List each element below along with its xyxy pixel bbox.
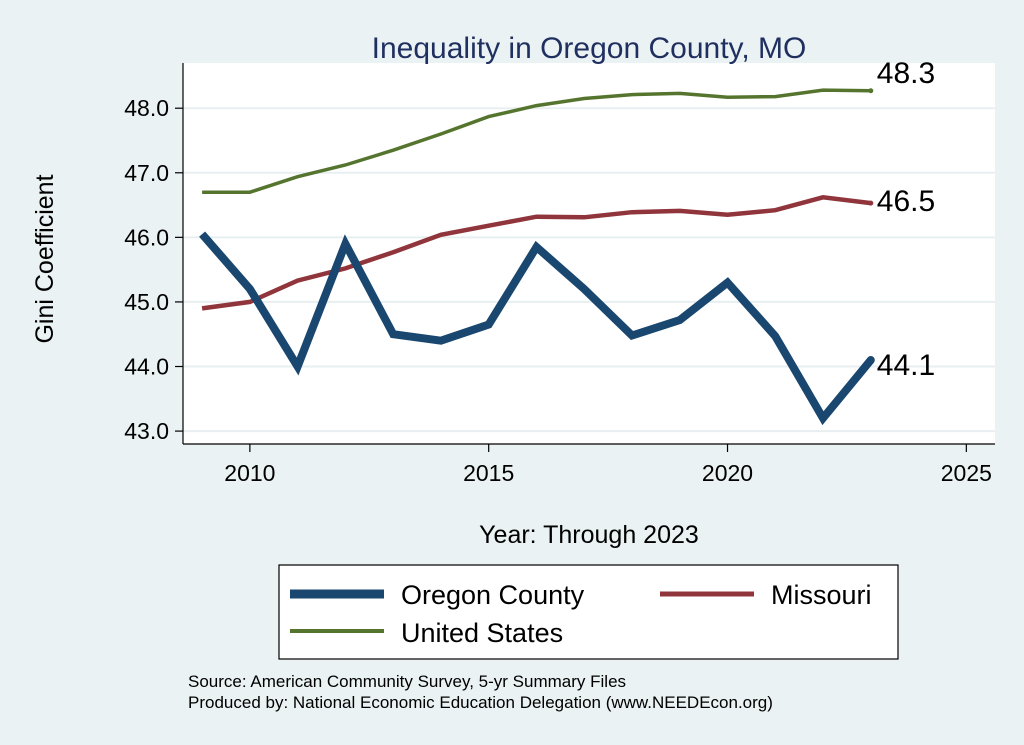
end-label-united-states: 48.3 <box>877 57 935 90</box>
axes: 43.0 44.0 45.0 46.0 47.0 48.0 2010 2015 2020 2025 <box>124 63 995 486</box>
y-tick-label: 45.0 <box>124 289 169 315</box>
series-end-point <box>866 356 875 365</box>
x-axis-label: Year: Through 2023 <box>479 521 699 549</box>
end-label-oregon-county: 44.1 <box>877 349 935 382</box>
legend-box <box>278 564 899 660</box>
legend-label-oregon-county: Oregon County <box>401 580 585 610</box>
legend-label-united-states: United States <box>401 618 563 648</box>
y-tick-label: 48.0 <box>124 95 169 121</box>
y-tick-label: 46.0 <box>124 224 169 250</box>
x-tick-label: 2025 <box>941 460 992 486</box>
y-tick-label: 43.0 <box>124 418 169 444</box>
x-tick-label: 2010 <box>224 460 275 486</box>
series-line-missouri <box>201 195 872 311</box>
y-axis-label: Gini Coefficient <box>31 174 59 343</box>
series-line-united-states <box>202 88 871 194</box>
legend-label-missouri: Missouri <box>771 580 872 610</box>
chart-title: Inequality in Oregon County, MO <box>372 32 807 65</box>
end-label-missouri: 46.5 <box>877 185 935 218</box>
y-tick-label: 44.0 <box>124 354 169 380</box>
y-tick-label: 47.0 <box>124 160 169 186</box>
producer-note: Produced by: National Economic Education… <box>188 693 773 712</box>
plot-area <box>183 63 995 444</box>
series-line-oregon-county <box>199 231 874 426</box>
series-end-point <box>868 200 874 206</box>
source-note: Source: American Community Survey, 5-yr … <box>188 672 626 691</box>
series-end-point <box>868 88 874 94</box>
series-lines <box>199 88 875 426</box>
end-labels: 44.1 46.5 48.3 <box>877 57 935 382</box>
x-tick-label: 2015 <box>463 460 514 486</box>
x-tick-label: 2020 <box>702 460 753 486</box>
legend: Oregon County Missouri United States <box>278 564 899 660</box>
